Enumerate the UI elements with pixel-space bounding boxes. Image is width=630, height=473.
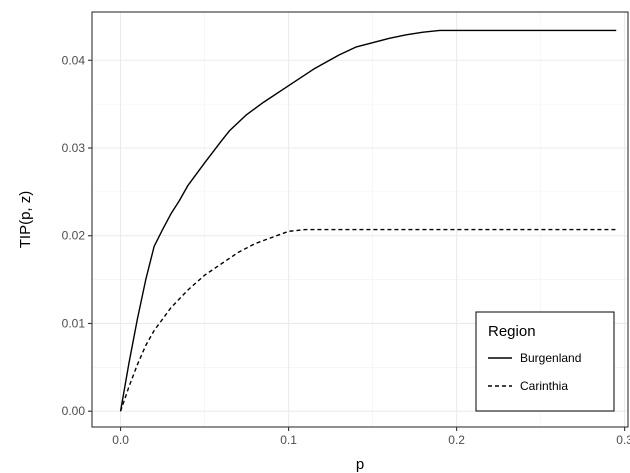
- y-axis-title: TIP(p, z): [17, 191, 34, 249]
- plot-panel-border: [91, 11, 629, 428]
- legend-label-burgenland: Burgenland: [520, 351, 581, 365]
- y-tick-label: 0.03: [62, 141, 86, 155]
- y-tick-label: 0.01: [62, 316, 86, 330]
- series-layer: [119, 29, 617, 412]
- series-line-burgenland: [119, 29, 617, 412]
- legend-label-carinthia: Carinthia: [520, 379, 568, 393]
- series-line-carinthia: [119, 228, 617, 412]
- major-gridlines: [92, 12, 628, 427]
- y-tick-label: 0.00: [62, 404, 86, 418]
- y-axis: 0.00 0.01 0.02 0.03 0.04: [62, 53, 92, 418]
- legend-title: Region: [488, 323, 536, 340]
- legend: Region Burgenland Carinthia: [475, 311, 615, 412]
- y-tick-label: 0.02: [62, 229, 86, 243]
- x-tick-label: 0.0: [112, 433, 129, 447]
- legend-box: [475, 311, 615, 412]
- x-tick-label: 0.3: [616, 433, 630, 447]
- x-axis: 0.0 0.1 0.2 0.3: [112, 427, 630, 447]
- x-tick-label: 0.2: [448, 433, 465, 447]
- x-axis-title: p: [356, 456, 364, 473]
- x-tick-label: 0.1: [280, 433, 297, 447]
- y-tick-label: 0.04: [62, 53, 86, 67]
